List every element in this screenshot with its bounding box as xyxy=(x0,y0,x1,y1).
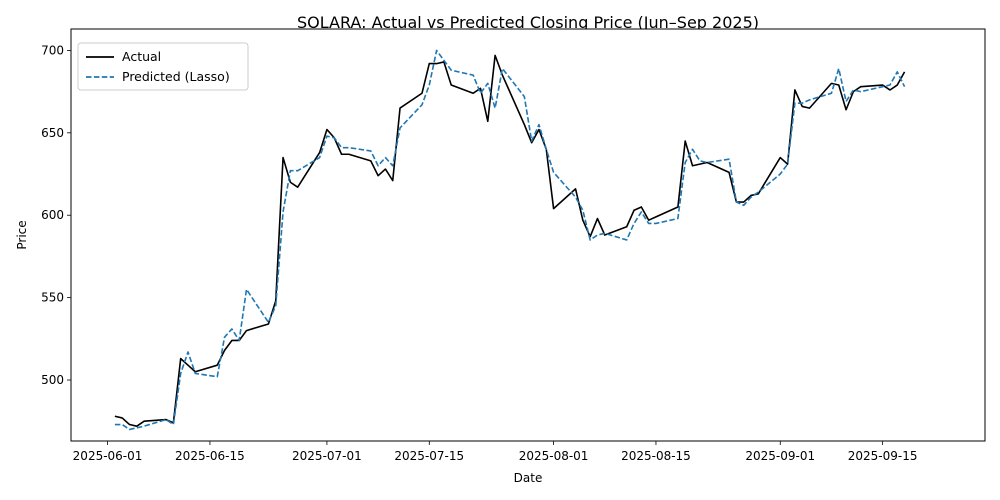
y-axis-label: Price xyxy=(15,220,29,249)
y-tick-label: 650 xyxy=(41,126,64,140)
legend-box xyxy=(77,42,249,91)
y-tick-label: 550 xyxy=(41,291,64,305)
x-tick-label: 2025-07-15 xyxy=(394,449,464,463)
plot-area xyxy=(70,28,986,442)
x-tick-label: 2025-06-01 xyxy=(73,449,143,463)
legend-label-actual: Actual xyxy=(122,49,161,64)
x-tick-label: 2025-08-01 xyxy=(519,449,589,463)
x-tick-label: 2025-07-01 xyxy=(292,449,362,463)
y-axis: 500 550 600 650 700 xyxy=(41,43,71,387)
x-tick-label: 2025-08-15 xyxy=(621,449,691,463)
series-layer xyxy=(114,49,906,431)
y-tick-label: 600 xyxy=(41,208,64,222)
x-tick-label: 2025-09-15 xyxy=(848,449,918,463)
legend-label-predicted: Predicted (Lasso) xyxy=(122,69,230,84)
x-axis: 2025-06-01 2025-06-15 2025-07-01 2025-07-15… xyxy=(73,441,918,463)
x-axis-label: Date xyxy=(514,471,543,485)
plot-background xyxy=(71,29,985,441)
plot-frame xyxy=(70,28,986,442)
legend: Actual Predicted (Lasso) xyxy=(77,42,249,91)
series-line-predicted xyxy=(114,49,906,431)
x-tick-label: 2025-09-01 xyxy=(745,449,815,463)
chart-title: SOLARA: Actual vs Predicted Closing Pric… xyxy=(297,13,759,32)
y-tick-label: 500 xyxy=(41,373,64,387)
y-tick-label: 700 xyxy=(41,43,64,57)
x-tick-label: 2025-06-15 xyxy=(175,449,245,463)
